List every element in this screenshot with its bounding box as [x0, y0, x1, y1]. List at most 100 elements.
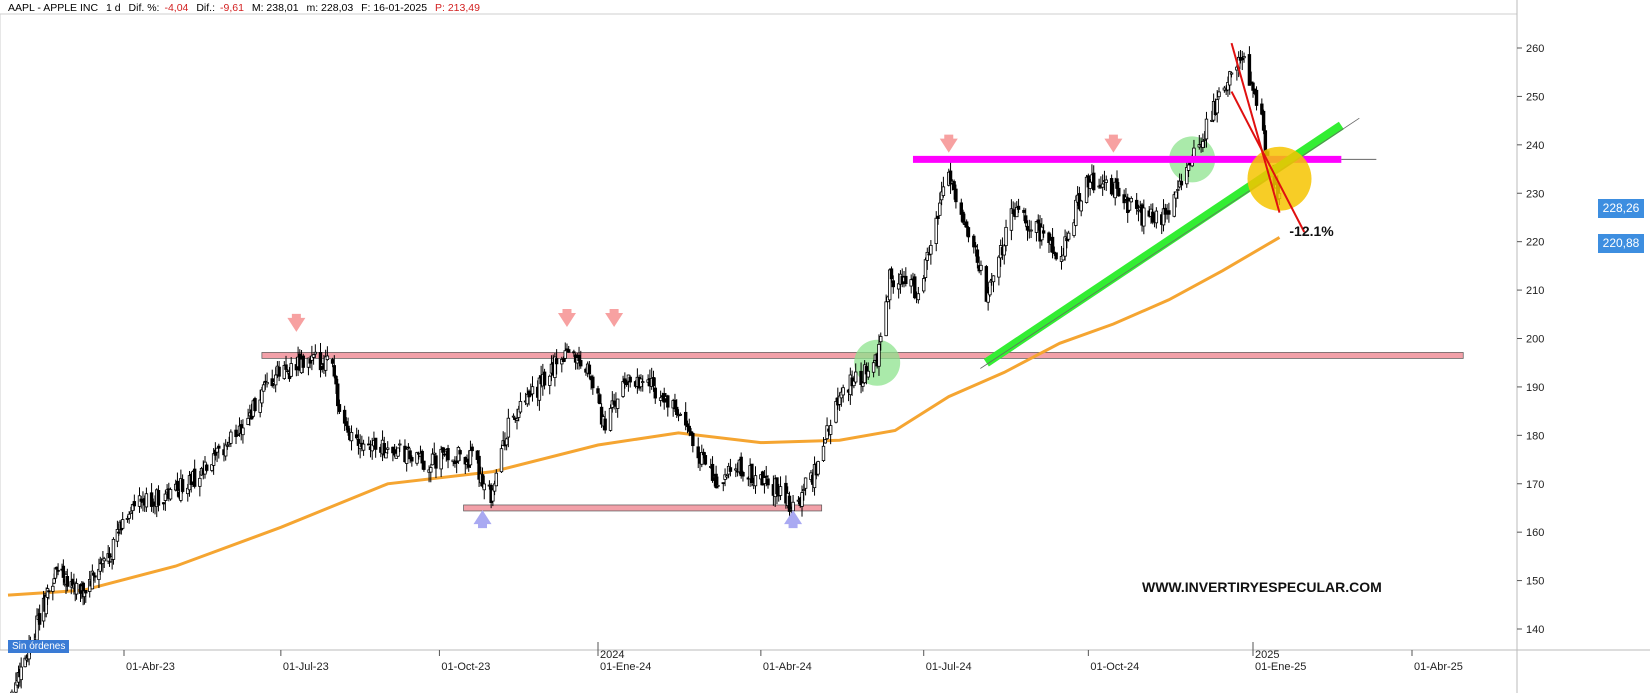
candle-body [766, 478, 770, 486]
candle-body [1215, 99, 1219, 114]
candle-body [168, 489, 173, 500]
last-price-badge: 228,26 [1598, 199, 1644, 218]
candle-body [205, 464, 209, 471]
candle-body [151, 504, 156, 507]
candle-body [241, 427, 245, 436]
candle-body [404, 448, 409, 464]
candle-body [621, 381, 625, 397]
candle-body [703, 455, 708, 465]
candle-body [701, 451, 706, 456]
candle-body [598, 394, 602, 405]
candle-body [787, 495, 792, 512]
candle-body [370, 444, 374, 452]
x-tick-label: 01-Oct-24 [1090, 661, 1139, 673]
candle-body [180, 479, 185, 492]
candle-body [934, 217, 938, 244]
candle-body [666, 395, 670, 408]
candle-body [51, 585, 55, 592]
percent-annotation: -12.1% [1289, 223, 1334, 239]
min-label: m: 228,03 [306, 2, 354, 14]
candle-body [1202, 139, 1207, 141]
candle-body [542, 371, 547, 386]
candle-body [861, 382, 865, 387]
candle-body [791, 501, 795, 512]
candle-body [336, 383, 340, 407]
candle-body [653, 387, 657, 399]
candle-body [1022, 209, 1026, 213]
candle-body [499, 448, 504, 473]
candle-body [750, 463, 754, 483]
watermark-text: WWW.INVERTIRYESPECULAR.COM [1142, 579, 1382, 595]
candle-body [406, 446, 411, 449]
candle-body [1054, 252, 1058, 260]
candle-body [129, 511, 133, 514]
candle-body [916, 293, 921, 301]
candle-body [1154, 210, 1159, 224]
candle-body [102, 558, 106, 562]
candle-body [929, 244, 933, 255]
candle-body [225, 444, 230, 447]
candle-body [515, 418, 519, 421]
candle-body [432, 452, 436, 455]
candle-body [429, 467, 433, 473]
orders-badge[interactable]: Sin órdenes [8, 640, 70, 653]
candle-body [603, 418, 607, 431]
candle-body [687, 425, 691, 432]
candle-body [1092, 172, 1096, 191]
candle-body [458, 450, 462, 455]
candle-body [19, 666, 23, 681]
candle-body [334, 375, 338, 385]
candle-body [1100, 183, 1105, 188]
sma-value-badge: 220,88 [1598, 234, 1644, 253]
candle-body [215, 447, 219, 453]
candle-body [891, 280, 895, 288]
candle-body [74, 582, 79, 595]
candle-body [964, 221, 969, 228]
y-tick-label: 150 [1526, 576, 1544, 588]
candle-body [361, 443, 366, 451]
candle-body [163, 493, 168, 501]
red-channel-line-1 [1230, 42, 1281, 213]
candle-body [422, 460, 426, 470]
candle-body [1041, 230, 1046, 234]
candle-body [884, 301, 888, 337]
x-tick-label: 01-Jul-23 [283, 661, 329, 673]
down-arrow [557, 308, 576, 327]
candle-body [373, 437, 378, 450]
candle-body [904, 275, 908, 285]
y-tick-label: 240 [1526, 140, 1544, 152]
candle-body [246, 417, 250, 425]
candle-body [156, 490, 161, 506]
dif-pct-value: -4,04 [164, 2, 189, 14]
candle-body [1142, 207, 1146, 227]
candle-body [323, 356, 328, 371]
candle-body [1079, 200, 1083, 212]
candle-body [1113, 181, 1117, 199]
candle-body [1260, 103, 1264, 115]
candle-body [56, 569, 60, 572]
candle-body [537, 377, 542, 401]
y-tick-label: 210 [1526, 285, 1544, 297]
dif-pct-label: Dif. %: [128, 2, 160, 14]
candle-body [325, 355, 330, 360]
candle-body [973, 245, 978, 248]
candle-body [482, 483, 486, 491]
candle-body [988, 281, 992, 296]
candle-body [554, 358, 559, 365]
candle-body [217, 445, 221, 449]
candle-body [716, 484, 720, 487]
candle-body [923, 259, 928, 278]
year-label: 2024 [600, 649, 624, 661]
candle-body [273, 374, 278, 386]
candle-body [1174, 191, 1178, 199]
candle-body [234, 429, 238, 438]
candle-body [1002, 245, 1006, 256]
candle-body [1074, 199, 1078, 226]
candle-body [1004, 226, 1008, 246]
candle-body [311, 354, 316, 358]
candle-body [286, 370, 290, 373]
candle-body [975, 249, 980, 263]
candle-body [841, 387, 845, 396]
candle-body [913, 276, 917, 299]
candle-body [972, 235, 976, 248]
